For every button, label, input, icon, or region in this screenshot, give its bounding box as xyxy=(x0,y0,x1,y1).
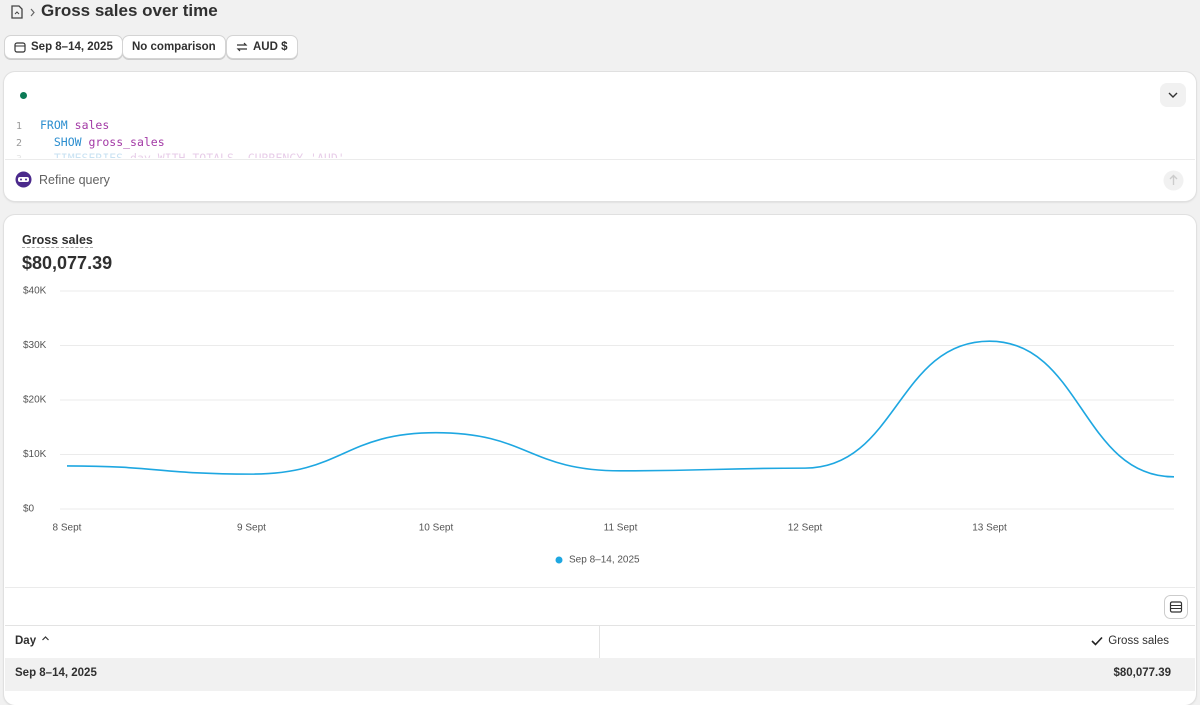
identifier: day WITH TOTALS, CURRENCY 'AUD' xyxy=(130,151,345,158)
breadcrumb-chevron xyxy=(30,8,35,17)
x-tick-label: 12 Sept xyxy=(788,523,823,534)
y-tick-label: $10K xyxy=(23,449,47,460)
query-card xyxy=(4,72,1196,201)
comparison-filter[interactable]: No comparison xyxy=(122,35,226,59)
line-number: 3 xyxy=(16,152,40,158)
code-line: 3 TIMESERIES day WITH TOTALS, CURRENCY '… xyxy=(16,151,916,158)
y-tick-label: $40K xyxy=(23,286,47,297)
table-cell: Sep 8–14, 2025 xyxy=(15,667,97,679)
x-tick-label: 13 Sept xyxy=(972,523,1007,534)
divider xyxy=(5,159,1195,160)
day-column-header[interactable]: Day xyxy=(15,635,50,647)
legend-label: Sep 8–14, 2025 xyxy=(569,555,640,566)
column-label: Gross sales xyxy=(1108,635,1169,647)
currency-label: AUD $ xyxy=(253,41,288,53)
x-tick-label: 8 Sept xyxy=(53,523,82,534)
identifier: gross_sales xyxy=(88,134,165,149)
refine-input[interactable]: Refine query xyxy=(39,173,110,187)
x-tick-label: 11 Sept xyxy=(604,523,638,534)
table-border xyxy=(5,625,1195,626)
code-line: 1 FROM sales xyxy=(16,118,916,135)
y-tick-label: $20K xyxy=(23,395,47,406)
page-title: Gross sales over time xyxy=(41,1,218,20)
line-number: 2 xyxy=(16,137,23,149)
send-button[interactable] xyxy=(1163,170,1184,191)
keyword: SHOW xyxy=(53,134,82,149)
legend-swatch xyxy=(555,556,563,564)
line-chart: $0 $10K $20K $30K $40K 8 Sept 9 Sept 10 Sept 11 … xyxy=(23,286,1175,566)
x-tick-label: 10 Sept xyxy=(419,523,454,534)
identifier: sales xyxy=(74,118,110,132)
column-label: Day xyxy=(15,635,37,647)
assistant-icon xyxy=(15,171,32,188)
x-tick-label: 9 Sept xyxy=(237,523,266,534)
currency-filter[interactable]: AUD $ xyxy=(226,35,298,59)
report-icon xyxy=(11,5,23,19)
comparison-label: No comparison xyxy=(132,41,216,53)
metric-title: Gross sales xyxy=(22,233,93,248)
collapse-button[interactable] xyxy=(1160,83,1186,107)
status-dot xyxy=(20,92,27,99)
table-cell: $80,077.39 xyxy=(1113,667,1171,679)
y-tick-label: $30K xyxy=(23,340,47,351)
keyword: TIMESERIES xyxy=(53,151,124,158)
keyword: FROM xyxy=(40,118,68,132)
date-filter-label: Sep 8–14, 2025 xyxy=(31,41,113,53)
table-row xyxy=(5,658,1195,691)
divider xyxy=(5,587,1195,588)
code-line: 2 SHOW gross_sales xyxy=(16,135,916,152)
gross-sales-column-header[interactable]: Gross sales xyxy=(1091,635,1169,647)
table-toggle[interactable] xyxy=(1164,595,1188,619)
metric-total: $80,077.39 xyxy=(22,253,113,273)
series-line xyxy=(66,340,1175,478)
chart-card xyxy=(4,215,1196,705)
y-tick-label: $0 xyxy=(23,504,35,515)
line-number: 1 xyxy=(16,121,23,132)
date-filter[interactable]: Sep 8–14, 2025 xyxy=(4,35,123,59)
